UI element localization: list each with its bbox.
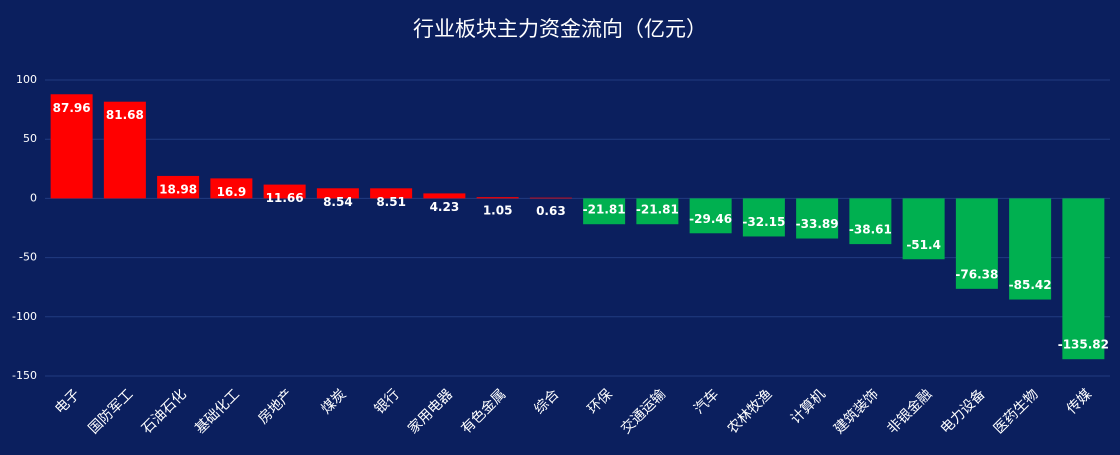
bar	[370, 188, 413, 199]
bar	[849, 198, 892, 245]
bar	[103, 101, 146, 199]
value-label: -38.61	[849, 223, 892, 237]
chart-title: 行业板块主力资金流向（亿元）	[413, 17, 707, 41]
value-label: 8.51	[376, 195, 406, 209]
y-tick-label: 100	[16, 73, 37, 86]
value-label: 81.68	[106, 108, 144, 122]
value-label: -135.82	[1058, 338, 1109, 352]
value-label: -29.46	[689, 212, 732, 226]
value-label: -85.42	[1009, 278, 1052, 292]
y-tick-label: -100	[12, 310, 37, 323]
bar	[263, 184, 306, 199]
value-label: 18.98	[159, 182, 197, 196]
bar	[742, 198, 785, 237]
value-label: 0.63	[536, 204, 566, 218]
bar	[316, 188, 359, 199]
value-label: 87.96	[53, 101, 91, 115]
value-label: -33.89	[796, 217, 839, 231]
bar	[583, 198, 626, 225]
value-label: 4.23	[430, 200, 460, 214]
bar	[689, 198, 732, 234]
value-label: -76.38	[955, 267, 998, 281]
bar	[1062, 198, 1105, 360]
value-label: 11.66	[266, 191, 304, 205]
value-label: -21.81	[636, 203, 679, 217]
bar	[902, 198, 945, 260]
bar	[955, 198, 998, 289]
bar	[476, 197, 519, 199]
y-tick-label: -50	[19, 251, 37, 264]
bar	[636, 198, 679, 225]
y-tick-label: 50	[23, 132, 37, 145]
bar	[796, 198, 839, 239]
bar	[1009, 198, 1052, 300]
y-tick-label: 0	[30, 191, 37, 204]
value-label: -51.4	[906, 238, 941, 252]
bar	[50, 94, 93, 199]
value-label: -32.15	[742, 215, 785, 229]
value-label: 8.54	[323, 195, 353, 209]
bar	[529, 197, 572, 199]
bar	[423, 193, 466, 199]
value-label: -21.81	[583, 203, 626, 217]
bar	[210, 178, 253, 199]
value-label: 16.9	[217, 185, 247, 199]
bar	[157, 175, 200, 199]
y-tick-label: -150	[12, 369, 37, 382]
value-label: 1.05	[483, 204, 513, 218]
